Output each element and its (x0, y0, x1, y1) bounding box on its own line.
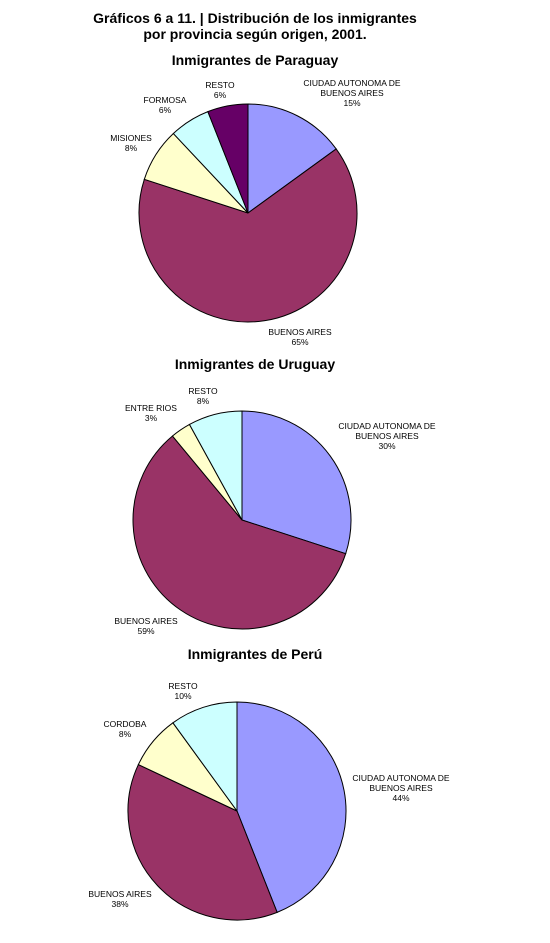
slice-name: CIUDAD AUTONOMA DE (303, 78, 400, 88)
pie-slice-ciudad-autonoma-de-buenos-aires (241, 410, 352, 555)
slice-label-ciudad-autonoma-de-buenos-aires: CIUDAD AUTONOMA DE BUENOS AIRES 15% (303, 78, 400, 108)
slice-label-entre-rios: ENTRE RIOS 3% (125, 403, 177, 423)
slice-percent: 10% (174, 691, 191, 701)
pie-slice-ciudad-autonoma-de-buenos-aires (247, 103, 337, 214)
slice-percent: 6% (214, 90, 227, 100)
page-title: Gráficos 6 a 11. | Distribución de los i… (0, 10, 510, 42)
pie-slice-ciudad-autonoma-de-buenos-aires (236, 701, 347, 913)
pie-slice-buenos-aires (138, 148, 358, 323)
slice-label-buenos-aires: BUENOS AIRES 38% (88, 889, 152, 909)
slice-name: RESTO (188, 386, 218, 396)
slice-name: BUENOS AIRES (268, 327, 332, 337)
slice-label-resto: RESTO 10% (168, 681, 198, 701)
slice-percent: 38% (111, 899, 128, 909)
slice-name: BUENOS AIRES (355, 431, 419, 441)
chart-title-peru: Inmigrantes de Perú (187, 646, 323, 662)
pie-slice-buenos-aires (132, 435, 347, 630)
slice-label-misiones: MISIONES 8% (110, 133, 152, 153)
slice-percent: 15% (343, 98, 360, 108)
slice-name: BUENOS AIRES (114, 616, 178, 626)
slice-name: BUENOS AIRES (88, 889, 152, 899)
slice-label-resto: RESTO 8% (188, 386, 218, 406)
slice-label-buenos-aires: BUENOS AIRES 59% (114, 616, 178, 636)
pie-slice-resto (188, 410, 243, 521)
pie-chart-paraguay: CIUDAD AUTONOMA DE BUENOS AIRES 15%BUENOS … (110, 78, 401, 347)
slice-name: BUENOS AIRES (369, 783, 433, 793)
slice-label-resto: RESTO 6% (205, 80, 235, 100)
pie-chart-uruguay: CIUDAD AUTONOMA DE BUENOS AIRES 30%BUENOS … (114, 386, 436, 636)
page-title-line2: por provincia según origen, 2001. (143, 26, 367, 42)
slice-name: MISIONES (110, 133, 152, 143)
pie-chart-peru: CIUDAD AUTONOMA DE BUENOS AIRES 44%BUENOS … (88, 681, 450, 921)
slice-label-buenos-aires: BUENOS AIRES 65% (268, 327, 332, 347)
slice-percent: 8% (125, 143, 138, 153)
slice-label-ciudad-autonoma-de-buenos-aires: CIUDAD AUTONOMA DE BUENOS AIRES 44% (352, 773, 449, 803)
pie-slice-buenos-aires (127, 763, 278, 921)
slice-percent: 65% (291, 337, 308, 347)
slice-name: CIUDAD AUTONOMA DE (352, 773, 449, 783)
slice-percent: 30% (378, 441, 395, 451)
page-title-line1: Gráficos 6 a 11. | Distribución de los i… (93, 10, 417, 26)
slice-name: RESTO (168, 681, 198, 691)
slice-percent: 59% (137, 626, 154, 636)
slice-label-ciudad-autonoma-de-buenos-aires: CIUDAD AUTONOMA DE BUENOS AIRES 30% (338, 421, 435, 451)
slice-percent: 44% (392, 793, 409, 803)
slice-name: ENTRE RIOS (125, 403, 177, 413)
slice-label-formosa: FORMOSA 6% (144, 95, 187, 115)
pie-slice-resto (207, 103, 249, 214)
chart-title-uruguay: Inmigrantes de Uruguay (174, 356, 336, 372)
slice-percent: 3% (145, 413, 158, 423)
slice-name: CIUDAD AUTONOMA DE (338, 421, 435, 431)
slice-label-cordoba: CORDOBA 8% (104, 719, 147, 739)
slice-name: CORDOBA (104, 719, 147, 729)
slice-name: FORMOSA (144, 95, 187, 105)
slice-name: BUENOS AIRES (320, 88, 384, 98)
chart-title-paraguay: Inmigrantes de Paraguay (171, 52, 339, 68)
slice-percent: 6% (159, 105, 172, 115)
pie-slice-resto (172, 701, 238, 813)
slice-name: RESTO (205, 80, 235, 90)
slice-percent: 8% (197, 396, 210, 406)
slice-percent: 8% (119, 729, 132, 739)
